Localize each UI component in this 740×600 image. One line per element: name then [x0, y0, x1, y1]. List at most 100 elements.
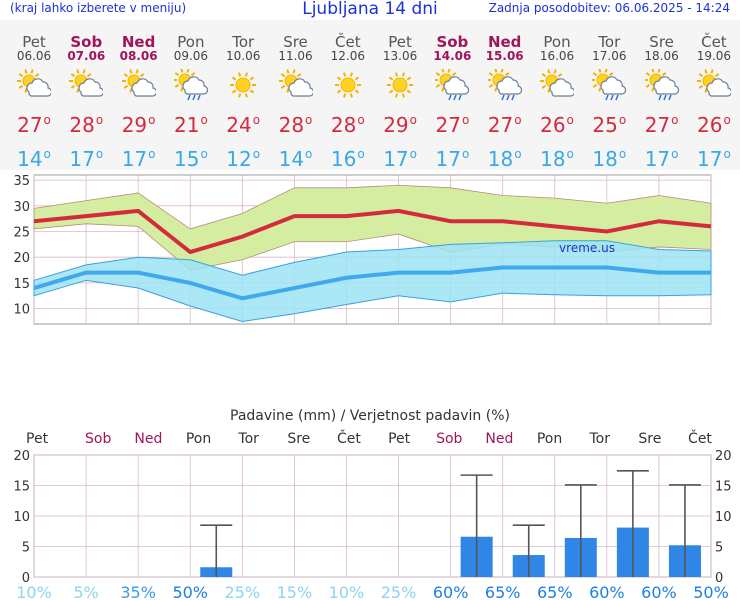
forecast-day: Tor 10.06 24o 12o	[217, 20, 269, 171]
precipitation-probability: 10%	[16, 583, 52, 600]
sun-cloud-icon	[270, 68, 322, 102]
page-title: Ljubljana 14 dni	[302, 0, 438, 19]
y-tick-label-right: 20	[715, 449, 732, 464]
max-temperature: 26o	[540, 113, 574, 137]
y-tick-label: 10	[13, 510, 30, 525]
forecast-day: Pon 16.06 26o 18o	[531, 20, 583, 171]
max-temperature: 28o	[330, 113, 365, 137]
forecast-day: Čet 19.06 26o 17o	[688, 20, 740, 171]
y-tick-label: 30	[13, 200, 30, 215]
day-date: 18.06	[644, 49, 679, 63]
last-update: Zadnja posodobitev: 06.06.2025 - 14:24	[488, 1, 730, 15]
precipitation-probability: 15%	[277, 583, 313, 600]
y-tick-label: 0	[22, 571, 30, 586]
tmin-line	[33, 265, 711, 301]
max-temperature: 27o	[435, 113, 470, 137]
min-temperature: 17o	[644, 147, 679, 171]
min-temperature: 17o	[435, 147, 470, 171]
y-tick-label: 20	[13, 449, 30, 464]
y-tick-label-right: 10	[715, 510, 732, 525]
min-temperature: 12o	[226, 147, 261, 171]
sun-cloud-icon	[113, 68, 165, 102]
sun-cloud-rain-icon	[426, 68, 478, 102]
sun-icon	[217, 68, 269, 102]
precipitation-probability: 25%	[381, 583, 417, 600]
day-name: Pet	[22, 33, 46, 51]
sun-cloud-rain-icon	[479, 68, 531, 102]
forecast-day: Pon 09.06 21o 15o	[165, 20, 217, 171]
max-temperature: 27o	[644, 113, 679, 137]
precipitation-probability: 25%	[225, 583, 261, 600]
day-label: Pon	[537, 431, 562, 447]
sun-cloud-rain-icon	[636, 68, 688, 102]
y-tick-label: 15	[13, 277, 30, 292]
day-date: 10.06	[226, 49, 261, 63]
y-tick-label: 10	[13, 303, 30, 318]
max-temperature: 25o	[592, 113, 627, 137]
max-temperature: 29o	[383, 113, 417, 137]
y-tick-label-right: 5	[715, 541, 723, 556]
precipitation-probability: 50%	[172, 583, 208, 600]
max-temperature: 24o	[226, 113, 261, 137]
day-name: Čet	[335, 33, 361, 51]
day-label: Sre	[287, 431, 310, 447]
precipitation-probability: 60%	[589, 583, 625, 600]
min-temperature: 17o	[121, 147, 156, 171]
min-temperature: 16o	[330, 147, 365, 171]
min-temperature: 18o	[540, 147, 574, 171]
max-temperature: 27o	[17, 113, 51, 137]
precipitation-probability: 65%	[485, 583, 521, 600]
y-tick-label: 35	[13, 174, 30, 189]
day-date: 11.06	[278, 49, 313, 63]
min-temperature: 18o	[592, 147, 627, 171]
max-temperature: 27o	[487, 113, 522, 137]
forecast-day: Pet 13.06 29o 17o	[374, 20, 426, 171]
day-name: Čet	[701, 33, 727, 51]
forecast-strip: Pet 06.06 27o 14o Sob 07.06 28o 17o Ned 08.06 2…	[0, 20, 740, 171]
min-temperature: 18o	[487, 147, 522, 171]
tmin-range-band	[33, 240, 712, 322]
forecast-day: Sob 07.06 28o 17o	[60, 20, 112, 171]
precipitation-probability: 60%	[433, 583, 469, 600]
precipitation-probability: 60%	[641, 583, 677, 600]
min-temperature: 17o	[696, 147, 731, 171]
day-name: Ned	[487, 33, 522, 51]
forecast-day: Pet 06.06 27o 14o	[8, 20, 60, 171]
location-menu-hint[interactable]: (kraj lahko izberete v meniju)	[10, 1, 187, 15]
precipitation-probability: 50%	[693, 583, 729, 600]
day-name: Pon	[177, 33, 205, 51]
day-name: Sre	[649, 33, 674, 51]
day-label: Sob	[85, 431, 111, 447]
day-label: Tor	[237, 431, 259, 447]
sun-cloud-icon	[688, 68, 740, 102]
day-label: Pon	[186, 431, 211, 447]
max-temperature: 21o	[173, 113, 208, 137]
min-temperature: 17o	[383, 147, 417, 171]
y-tick-label-right: 15	[715, 480, 732, 495]
min-temperature: 14o	[17, 147, 51, 171]
day-date: 14.06	[433, 49, 472, 63]
day-name: Tor	[232, 33, 255, 51]
forecast-day: Sob 14.06 27o 17o	[426, 20, 478, 171]
y-tick-label-right: 0	[715, 571, 723, 586]
day-date: 08.06	[119, 49, 158, 63]
day-name: Sob	[436, 33, 469, 51]
y-tick-label: 5	[22, 541, 30, 556]
max-temperature: 29o	[121, 113, 156, 137]
sun-cloud-rain-icon	[583, 68, 635, 102]
day-name: Sob	[70, 33, 103, 51]
day-label: Ned	[134, 431, 162, 447]
max-temperature: 28o	[278, 113, 313, 137]
watermark: vreme.us	[559, 241, 615, 255]
day-date: 12.06	[330, 49, 365, 63]
sun-icon	[374, 68, 426, 102]
day-date: 06.06	[16, 49, 52, 63]
day-label: Tor	[588, 431, 610, 447]
day-label: Ned	[485, 431, 513, 447]
y-tick-label: 25	[13, 226, 30, 241]
forecast-day: Ned 08.06 29o 17o	[113, 20, 165, 171]
day-date: 17.06	[592, 49, 627, 63]
sun-icon	[322, 68, 374, 102]
forecast-day: Čet 12.06 28o 16o	[322, 20, 374, 171]
day-name: Pon	[543, 33, 571, 51]
